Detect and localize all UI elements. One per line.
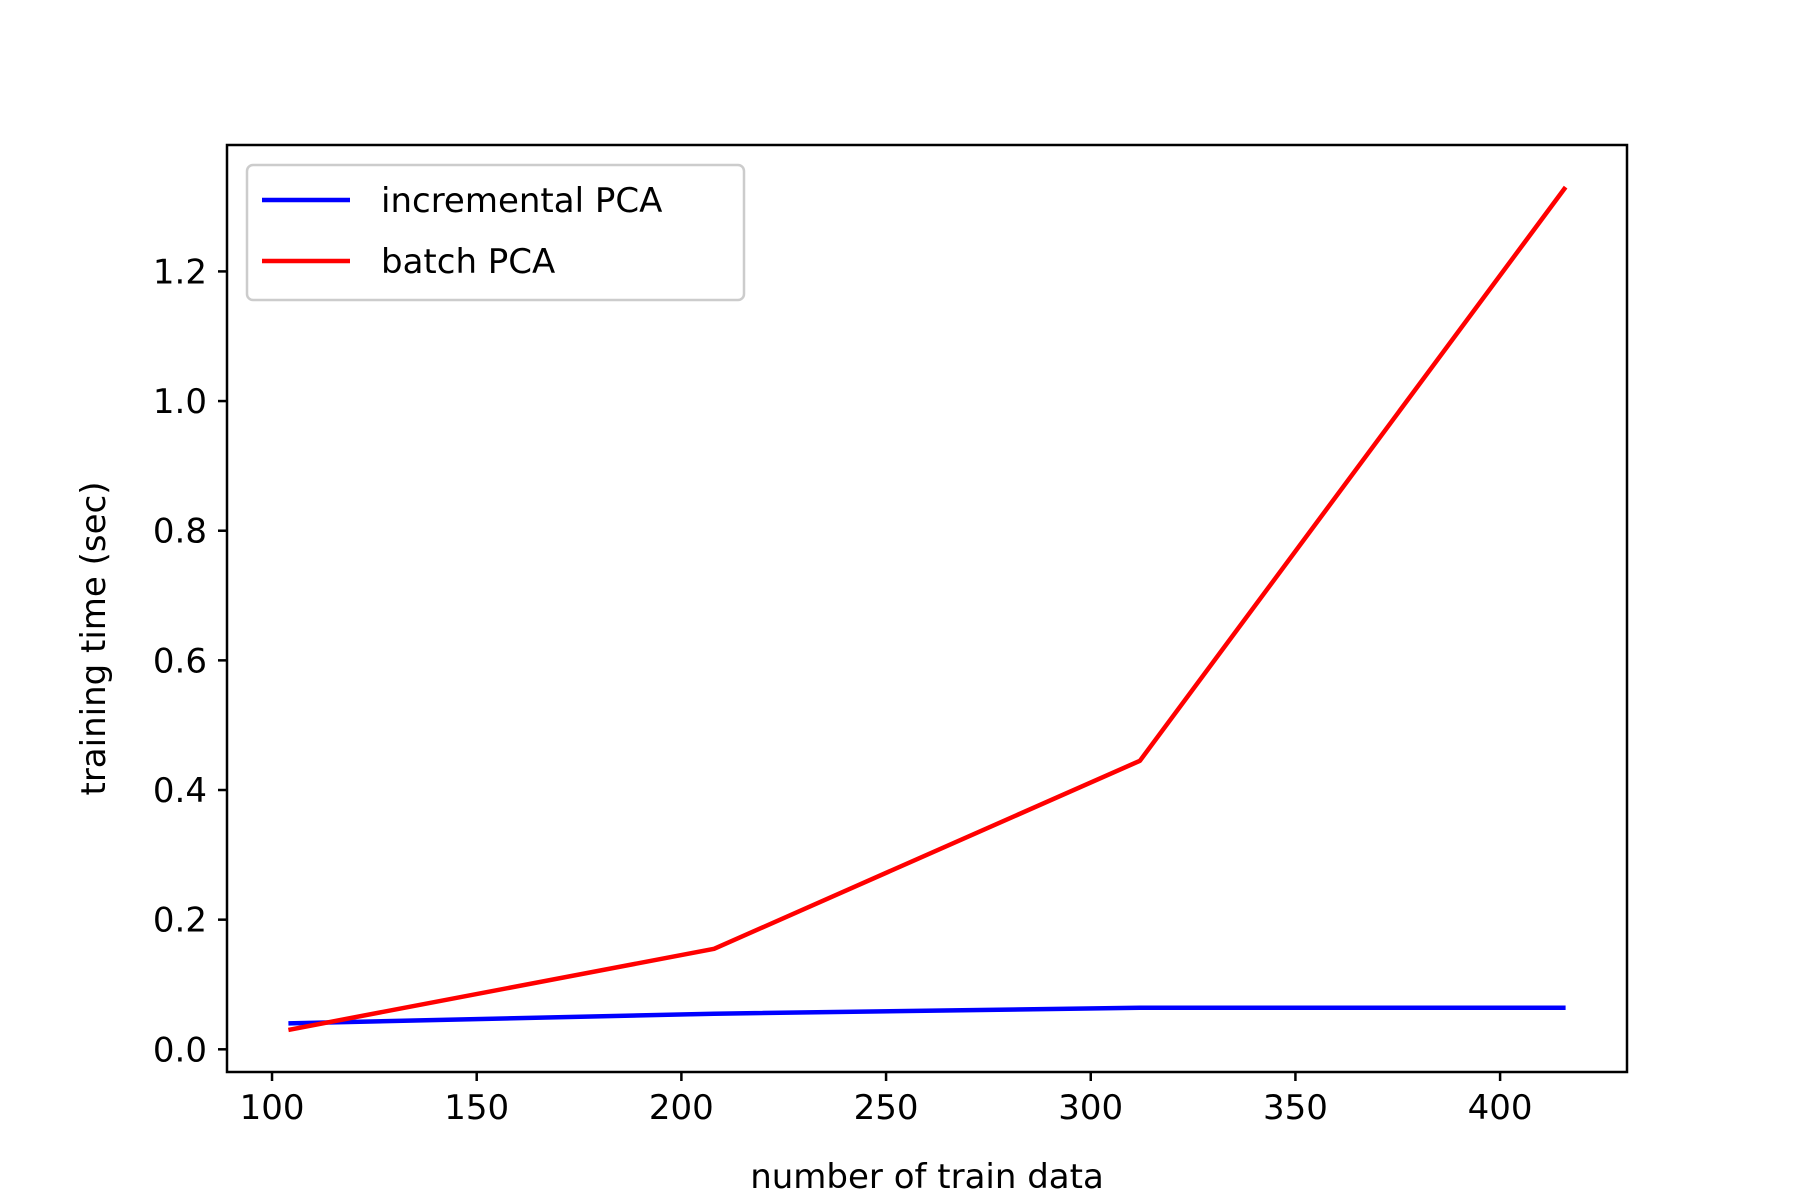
y-tick-label: 0.8 bbox=[153, 512, 207, 552]
series-line-batch-pca bbox=[287, 185, 1568, 1033]
plot-area-frame bbox=[225, 143, 1629, 1074]
y-tick-label: 1.2 bbox=[153, 252, 207, 292]
x-tick-label: 350 bbox=[1263, 1088, 1328, 1128]
ticks-layer: 100 150 200 250 300 350 400 0.0 0.2 0.4 0.6 0.8 1.0 1… bbox=[153, 252, 1533, 1128]
y-tick-label: 0.2 bbox=[153, 901, 207, 941]
y-axis-label: training time (sec) bbox=[74, 481, 114, 795]
x-tick-label: 200 bbox=[649, 1088, 714, 1128]
y-tick-label: 0.0 bbox=[153, 1030, 207, 1070]
legend-label-batch-pca: batch PCA bbox=[381, 242, 555, 282]
x-tick-label: 250 bbox=[854, 1088, 919, 1128]
x-tick-label: 300 bbox=[1058, 1088, 1123, 1128]
legend-box bbox=[245, 163, 746, 302]
legend-label-incremental-pca: incremental PCA bbox=[381, 181, 662, 221]
x-axis-label: number of train data bbox=[750, 1157, 1104, 1197]
y-tick-label: 0.4 bbox=[153, 771, 207, 811]
y-tick-label: 1.0 bbox=[153, 382, 207, 422]
x-tick-label: 400 bbox=[1468, 1088, 1533, 1128]
x-tick-label: 150 bbox=[444, 1088, 509, 1128]
series-layer bbox=[287, 185, 1568, 1033]
y-tick-label: 0.6 bbox=[153, 641, 207, 681]
legend: incremental PCA batch PCA bbox=[245, 163, 746, 302]
x-tick-label: 100 bbox=[240, 1088, 305, 1128]
series-line-incremental-pca bbox=[288, 1005, 1566, 1026]
